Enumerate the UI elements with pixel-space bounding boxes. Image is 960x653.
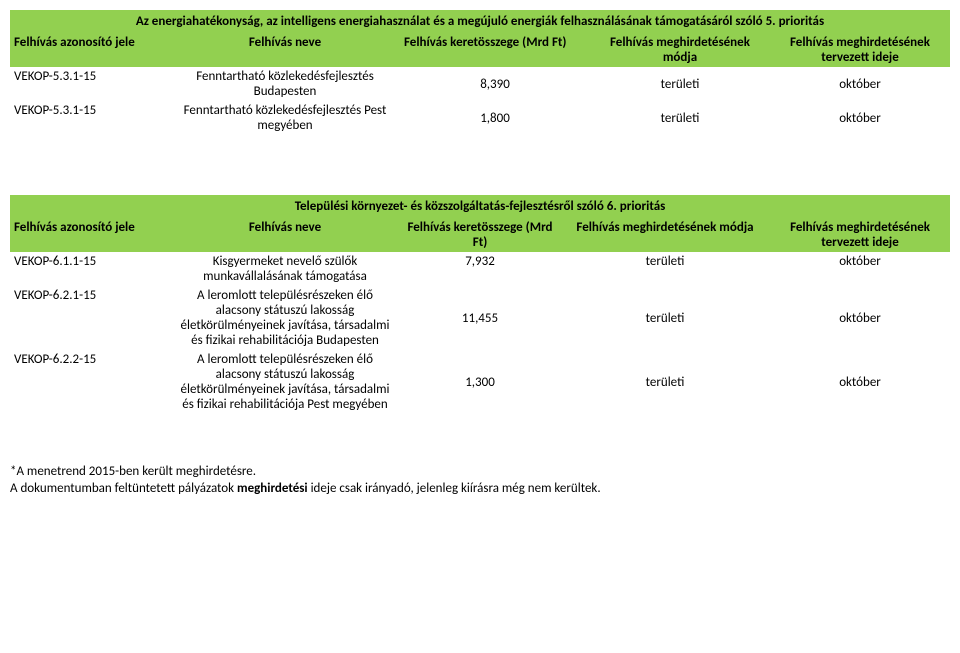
- t1-h2: Felhívás keretösszege (Mrd Ft): [400, 33, 590, 67]
- cell-mode: területi: [560, 350, 770, 414]
- cell-date: október: [770, 252, 950, 286]
- t2-h1: Felhívás neve: [170, 218, 400, 252]
- t1-h1: Felhívás neve: [170, 33, 400, 67]
- cell-amount: 1,800: [400, 101, 590, 135]
- cell-date: október: [770, 101, 950, 135]
- table-2-title-row: Települési környezet- és közszolgáltatás…: [10, 195, 950, 218]
- footnote-line2-bold: meghirdetési: [237, 481, 308, 496]
- t1-h3: Felhívás meghirdetésének módja: [590, 33, 770, 67]
- table-2-title: Települési környezet- és közszolgáltatás…: [10, 195, 950, 218]
- table-row: VEKOP-5.3.1-15 Fenntartható közlekedésfe…: [10, 101, 950, 135]
- cell-name: Fenntartható közlekedésfejlesztés Pest m…: [170, 101, 400, 135]
- cell-id: VEKOP-5.3.1-15: [10, 101, 170, 135]
- t2-h2: Felhívás keretösszege (Mrd Ft): [400, 218, 560, 252]
- table-row: VEKOP-5.3.1-15 Fenntartható közlekedésfe…: [10, 67, 950, 101]
- cell-id: VEKOP-6.2.2-15: [10, 350, 170, 414]
- cell-mode: területi: [590, 101, 770, 135]
- cell-name: Kisgyermeket nevelő szülők munkavállalás…: [170, 252, 400, 286]
- cell-amount: 11,455: [400, 286, 560, 350]
- cell-amount: 8,390: [400, 67, 590, 101]
- footnote-line2-pre: A dokumentumban feltüntetett pályázatok: [10, 481, 237, 496]
- cell-id: VEKOP-5.3.1-15: [10, 67, 170, 101]
- table-2-header-row: Felhívás azonosító jele Felhívás neve Fe…: [10, 218, 950, 252]
- table-row: VEKOP-6.1.1-15 Kisgyermeket nevelő szülő…: [10, 252, 950, 286]
- t1-h0: Felhívás azonosító jele: [10, 33, 170, 67]
- cell-amount: 7,932: [400, 252, 560, 286]
- cell-date: október: [770, 286, 950, 350]
- t1-h4: Felhívás meghirdetésének tervezett ideje: [770, 33, 950, 67]
- cell-mode: területi: [560, 286, 770, 350]
- cell-date: október: [770, 67, 950, 101]
- cell-id: VEKOP-6.1.1-15: [10, 252, 170, 286]
- cell-date: október: [770, 350, 950, 414]
- cell-amount: 1,300: [400, 350, 560, 414]
- t2-h0: Felhívás azonosító jele: [10, 218, 170, 252]
- spacer: [10, 135, 950, 195]
- t2-h4: Felhívás meghirdetésének tervezett ideje: [770, 218, 950, 252]
- t2-h3: Felhívás meghirdetésének módja: [560, 218, 770, 252]
- table-1: Az energiahatékonyság, az intelligens en…: [10, 10, 950, 135]
- table-2: Települési környezet- és közszolgáltatás…: [10, 195, 950, 414]
- footnote: *A menetrend 2015-ben került meghirdetés…: [10, 464, 950, 498]
- cell-mode: területi: [590, 67, 770, 101]
- table-1-title: Az energiahatékonyság, az intelligens en…: [10, 10, 950, 33]
- footnote-line1: *A menetrend 2015-ben került meghirdetés…: [10, 464, 256, 479]
- table-1-header-row: Felhívás azonosító jele Felhívás neve Fe…: [10, 33, 950, 67]
- cell-name: A leromlott településrészeken élő alacso…: [170, 286, 400, 350]
- cell-mode: területi: [560, 252, 770, 286]
- table-1-title-row: Az energiahatékonyság, az intelligens en…: [10, 10, 950, 33]
- footnote-line2-post: ideje csak irányadó, jelenleg kiírásra m…: [308, 481, 601, 496]
- table-row: VEKOP-6.2.1-15 A leromlott településrész…: [10, 286, 950, 350]
- cell-name: Fenntartható közlekedésfejlesztés Budape…: [170, 67, 400, 101]
- cell-id: VEKOP-6.2.1-15: [10, 286, 170, 350]
- table-row: VEKOP-6.2.2-15 A leromlott településrész…: [10, 350, 950, 414]
- cell-name: A leromlott településrészeken élő alacso…: [170, 350, 400, 414]
